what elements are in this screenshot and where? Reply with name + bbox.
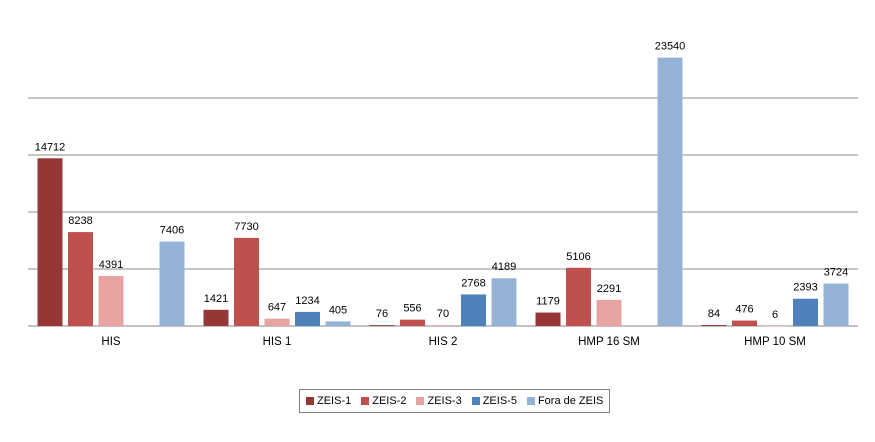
bars-group [37, 57, 849, 327]
legend-swatch [526, 397, 535, 405]
bar-zeis-1-4 [701, 325, 727, 326]
legend-item-zeis-3: ZEIS-3 [416, 395, 462, 407]
data-label: 23540 [655, 41, 686, 53]
bar-zeis-3-3 [596, 299, 622, 326]
data-label: 70 [437, 308, 449, 320]
legend-label: Fora de ZEIS [537, 395, 604, 407]
category-label: HIS [101, 336, 121, 348]
legend-item-zeis-1: ZEIS-1 [306, 395, 351, 407]
data-label: 405 [329, 304, 347, 316]
data-label: 84 [708, 308, 720, 320]
bar-zeis-2-2 [400, 319, 425, 326]
bar-zeis-3-0 [98, 275, 124, 326]
category-label: HIS 1 [263, 336, 292, 348]
legend-label: ZEIS-1 [317, 395, 352, 407]
bar-zeis-2-0 [68, 232, 93, 326]
bar-zeis-1-2 [369, 325, 395, 326]
data-label: 7730 [234, 221, 258, 233]
legend-label: ZEIS-5 [482, 395, 517, 407]
bar-zeis-1-0 [37, 158, 63, 326]
bar-zeis-1-3 [535, 312, 561, 326]
category-label: HIS 2 [429, 336, 458, 348]
category-labels-group: HIS HIS 1 HIS 2 HMP 16 SM HMP 10 SM [101, 336, 805, 348]
legend-label: ZEIS-2 [372, 395, 407, 407]
data-label: 7406 [160, 225, 184, 237]
data-label: 6 [772, 309, 778, 321]
legend-label: ZEIS-3 [427, 395, 462, 407]
data-label: 647 [268, 302, 286, 314]
legend-swatch [361, 397, 370, 405]
data-label: 76 [376, 308, 388, 320]
legend-item-zeis-5: ZEIS-5 [471, 395, 517, 407]
data-label: 2291 [597, 283, 621, 295]
legend-item-fora-de-zeis: Fora de ZEIS [526, 395, 604, 407]
bar-zeis-2-1 [234, 237, 259, 326]
data-label: 5106 [566, 251, 590, 263]
bar-zeis-2-3 [566, 267, 591, 326]
bar-fora-de-zeis-3 [657, 57, 683, 326]
legend-swatch [471, 397, 480, 405]
data-label: 476 [735, 304, 753, 316]
bar-zeis-3-4 [762, 325, 788, 327]
bar-zeis-5-2 [461, 294, 486, 326]
data-label: 8238 [68, 215, 92, 227]
bar-fora-de-zeis-4 [823, 283, 849, 326]
category-label: HMP 10 SM [744, 336, 806, 348]
bar-fora-de-zeis-2 [491, 278, 517, 326]
data-label: 556 [403, 303, 421, 315]
data-labels-group: 14712 8238 4391 7406 1421 7730 647 1234 405 76 556… [35, 41, 849, 321]
category-label: HMP 16 SM [578, 336, 640, 348]
grid-lines [28, 97, 858, 327]
bar-zeis-3-1 [264, 318, 290, 326]
data-label: 2768 [461, 277, 485, 289]
bar-fora-de-zeis-0 [159, 241, 185, 326]
data-label: 1421 [204, 293, 228, 305]
legend-item-zeis-2: ZEIS-2 [361, 395, 406, 407]
bar-zeis-2-4 [732, 320, 757, 326]
data-label: 3724 [824, 267, 848, 279]
data-label: 4391 [99, 259, 123, 271]
legend-swatch [416, 397, 425, 405]
bar-zeis-3-2 [430, 325, 456, 326]
bar-zeis-1-1 [203, 309, 229, 326]
legend-swatch [306, 397, 314, 405]
data-label: 14712 [35, 141, 66, 153]
bar-zeis-5-4 [793, 298, 818, 326]
data-label: 4189 [492, 261, 516, 273]
bar-fora-de-zeis-1 [325, 321, 351, 326]
data-label: 1234 [295, 295, 319, 307]
data-label: 2393 [793, 282, 817, 294]
data-label: 1179 [536, 296, 560, 308]
chart-legend: ZEIS-1 ZEIS-2 ZEIS-3 ZEIS-5 Fora de ZEIS [299, 389, 611, 413]
bar-zeis-5-1 [295, 311, 320, 326]
